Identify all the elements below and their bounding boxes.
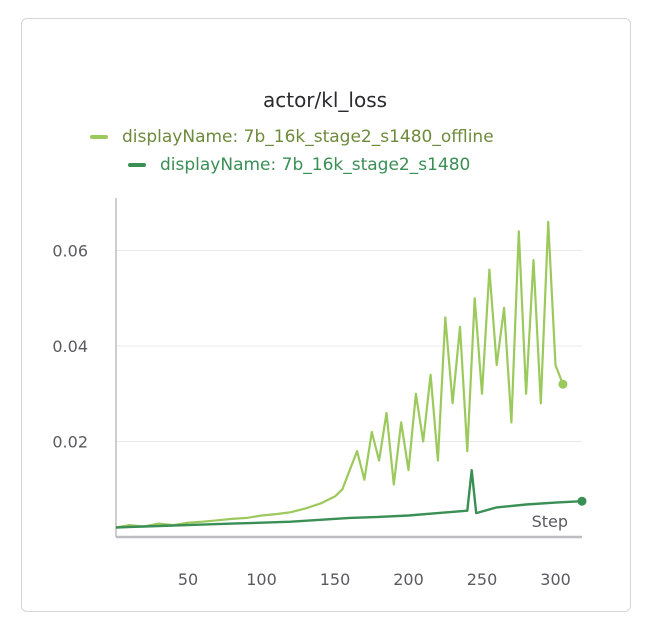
series-line-online [115,469,583,529]
chart-title: actor/kl_loss [262,88,388,112]
legend-label-offline: displayName: 7b_16k_stage2_s1480_offline [122,127,494,147]
series-line-offline [115,220,564,529]
legend-item-online[interactable]: displayName: 7b_16k_stage2_s1480 [128,155,470,175]
series-end-marker-online [577,496,587,506]
y-tick-label: 0.06 [52,242,88,261]
legend-item-offline[interactable]: displayName: 7b_16k_stage2_s1480_offline [90,127,494,147]
series-end-marker-offline [558,379,568,389]
legend-label-online: displayName: 7b_16k_stage2_s1480 [160,155,471,175]
y-tick-label: 0.04 [52,337,88,356]
x-axis-label: Step [532,512,568,531]
chart-panel [21,18,631,612]
x-tick-label: 300 [540,570,571,589]
legend-swatch-offline [90,135,108,139]
x-tick-label: 200 [393,570,424,589]
x-tick-label: 50 [178,570,198,589]
x-tick-label: 100 [246,570,277,589]
y-tick-label: 0.02 [52,433,88,452]
legend-swatch-online [128,163,146,167]
x-tick-label: 150 [320,570,351,589]
x-tick-label: 250 [467,570,498,589]
